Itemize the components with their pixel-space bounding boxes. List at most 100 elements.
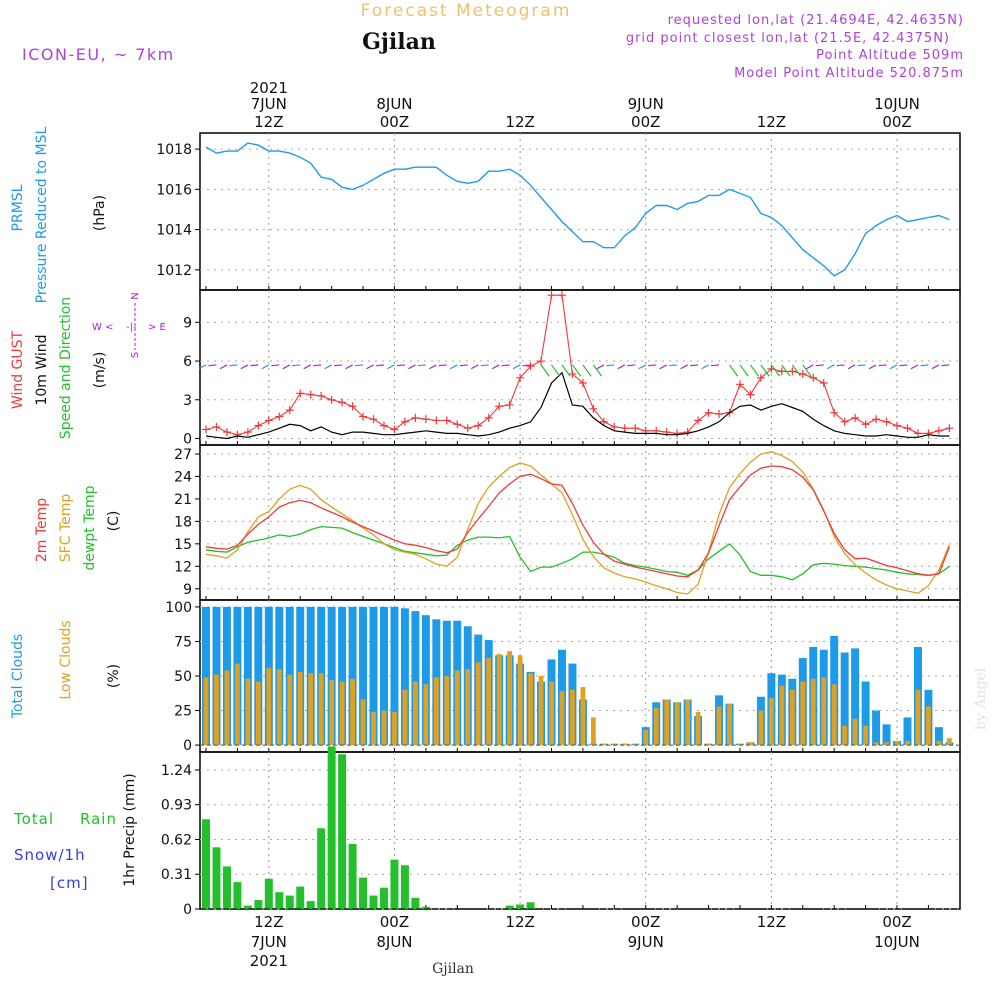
- low-cloud-bar: [611, 743, 617, 746]
- compass-west: W <: [92, 322, 113, 333]
- wind-direction-arrow: [857, 364, 866, 367]
- top-axis-year: 2021: [250, 79, 288, 97]
- wind-direction-arrow: [659, 364, 667, 370]
- wind-direction-arrow: [749, 364, 760, 377]
- top-axis-hour: 00Z: [882, 113, 911, 131]
- gust-marker: [474, 421, 483, 430]
- temp-label-2m: 2m Temp: [34, 498, 50, 562]
- gust-marker: [934, 426, 943, 435]
- low-cloud-bar: [371, 711, 376, 746]
- top-axis-date: 9JUN: [628, 95, 664, 113]
- low-cloud-bar: [905, 740, 910, 746]
- low-cloud-bar: [632, 743, 638, 746]
- wind-direction-arrow: [250, 364, 259, 367]
- header-product: Forecast Meteogram: [361, 1, 572, 21]
- temp-ytick-label: 21: [174, 492, 192, 508]
- gust-marker: [557, 291, 566, 300]
- low-cloud-bar: [946, 738, 952, 746]
- gust-marker: [861, 420, 870, 429]
- top-axis-hour: 00Z: [380, 113, 409, 131]
- gust-marker: [212, 422, 221, 431]
- pressure-ytick-label: 1012: [156, 263, 192, 279]
- wind-direction-arrow: [512, 364, 521, 370]
- gust-marker: [359, 412, 368, 421]
- gust-marker: [568, 369, 577, 378]
- rain-bar: [348, 843, 357, 909]
- wind-line: [205, 371, 950, 440]
- rain-bar: [380, 887, 388, 909]
- low-cloud-bar: [392, 711, 397, 746]
- wind-direction-arrow: [208, 364, 217, 367]
- wind-direction-arrow: [470, 364, 479, 370]
- low-cloud-bar: [475, 662, 481, 746]
- temp-ytick-label: 18: [174, 514, 192, 530]
- gust-marker: [798, 369, 807, 378]
- precip-label-cm: [cm]: [50, 874, 89, 892]
- precip-axis-label: 1hr Precip (mm): [122, 773, 138, 886]
- low-cloud-bar: [706, 743, 711, 746]
- total-cloud-bar: [254, 606, 263, 746]
- low-cloud-bar: [276, 669, 282, 746]
- gust-marker: [578, 379, 587, 387]
- wind-panel: 0 3 6 9: [183, 289, 961, 448]
- total-cloud-bar: [369, 606, 378, 746]
- wind-direction-arrow: [729, 364, 739, 377]
- gust-marker: [442, 416, 451, 425]
- wind-direction-arrow: [889, 364, 898, 370]
- temp-label-sfc: SFC Temp: [58, 494, 74, 563]
- total-cloud-bar: [338, 606, 347, 746]
- gust-marker: [526, 362, 535, 371]
- low-cloud-bar: [308, 673, 314, 746]
- rain-bar: [317, 828, 326, 909]
- gust-marker: [275, 412, 284, 421]
- low-cloud-bar: [360, 699, 366, 746]
- wind-direction-arrow: [627, 364, 636, 367]
- low-cloud-bar: [643, 729, 649, 746]
- wind-direction-arrow: [417, 364, 426, 367]
- gust-marker: [903, 424, 912, 433]
- gust-marker: [495, 402, 504, 411]
- total-cloud-bar: [243, 606, 252, 746]
- rain-bar: [359, 877, 368, 909]
- wind-direction-arrow: [669, 364, 678, 367]
- low-cloud-bar: [873, 742, 879, 746]
- rain-bar: [505, 905, 514, 909]
- rain-bar: [254, 900, 263, 909]
- wind-direction-arrow: [387, 364, 395, 370]
- clouds-ytick-label: 25: [174, 704, 192, 720]
- wind-direction-arrow: [219, 364, 228, 370]
- low-cloud-bar: [727, 703, 732, 746]
- gust-marker: [233, 430, 242, 439]
- low-cloud-bar: [685, 699, 691, 746]
- rain-bar: [516, 904, 525, 909]
- gust-marker: [610, 422, 619, 431]
- wind-direction-arrow: [449, 364, 458, 370]
- bottom-axis-hour: 00Z: [882, 913, 911, 931]
- wind-direction-arrow: [551, 364, 561, 377]
- gust-marker: [882, 417, 891, 426]
- low-cloud-bar: [350, 678, 355, 746]
- total-cloud-bar: [327, 606, 336, 746]
- temp-ytick-label: 15: [174, 537, 192, 553]
- rain-bar: [285, 895, 294, 909]
- wind-direction-arrow: [680, 364, 688, 370]
- wind-direction-arrow: [910, 364, 919, 370]
- gust-marker: [222, 428, 231, 437]
- gust-marker: [830, 408, 839, 417]
- low-cloud-bar: [339, 681, 345, 746]
- low-cloud-bar: [423, 684, 429, 746]
- precip-frame: [199, 751, 961, 910]
- wind-direction-arrow: [408, 364, 416, 370]
- low-cloud-bar: [842, 725, 848, 746]
- gust-marker: [202, 425, 210, 434]
- bottom-axis-year: 2021: [250, 952, 288, 970]
- wind-direction-arrow: [638, 364, 647, 370]
- compass-south: S: [130, 352, 141, 358]
- total-cloud-bar: [861, 681, 870, 746]
- gust-marker: [872, 415, 881, 424]
- low-cloud-bar: [664, 699, 670, 746]
- wind-ytick-label: 0: [183, 432, 192, 448]
- rain-bar: [526, 902, 535, 909]
- wind-direction-arrow: [770, 364, 781, 377]
